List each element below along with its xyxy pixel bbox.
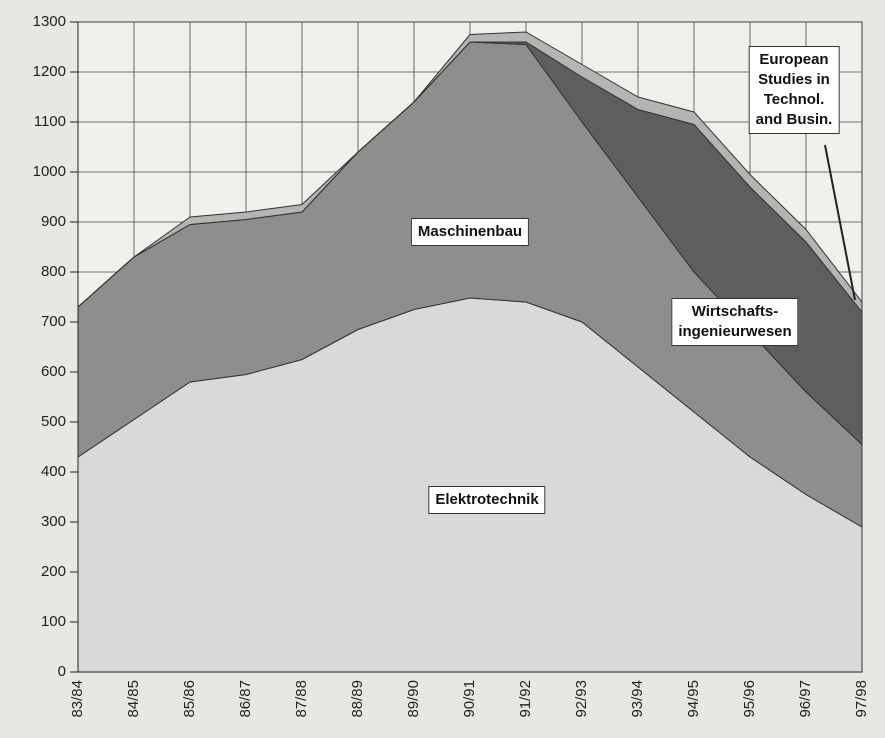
y-tick-label: 100	[41, 613, 66, 630]
x-tick-label: 88/89	[349, 680, 366, 718]
x-tick-label: 97/98	[853, 680, 870, 718]
series-label: European Studies in Technol. and Busin.	[748, 46, 840, 134]
y-tick-label: 1200	[33, 63, 66, 80]
x-tick-label: 95/96	[741, 680, 758, 718]
x-tick-label: 89/90	[405, 680, 422, 718]
x-tick-label: 87/88	[293, 680, 310, 718]
y-tick-label: 1100	[34, 113, 66, 130]
x-tick-label: 84/85	[125, 680, 142, 718]
series-label: Maschinenbau	[410, 218, 530, 246]
x-tick-label: 83/84	[69, 680, 86, 718]
x-tick-label: 86/87	[237, 680, 254, 718]
series-label: Wirtschafts- ingenieurwesen	[671, 298, 799, 346]
x-tick-label: 94/95	[685, 680, 702, 718]
x-tick-label: 85/86	[181, 680, 198, 718]
y-tick-label: 700	[41, 313, 66, 330]
y-tick-label: 1000	[33, 163, 66, 180]
pointer	[824, 144, 856, 301]
series-label: Elektrotechnik	[428, 486, 546, 514]
y-tick-label: 900	[41, 213, 66, 230]
y-tick-label: 500	[41, 413, 66, 430]
x-tick-label: 92/93	[573, 680, 590, 718]
y-tick-label: 800	[41, 263, 66, 280]
x-tick-label: 90/91	[461, 680, 478, 718]
y-tick-label: 200	[41, 563, 66, 580]
x-tick-label: 96/97	[797, 680, 814, 718]
y-tick-label: 300	[41, 513, 66, 530]
x-tick-label: 91/92	[517, 680, 534, 718]
y-tick-label: 1300	[33, 13, 66, 30]
y-tick-label: 0	[58, 663, 66, 680]
y-tick-label: 600	[41, 363, 66, 380]
x-tick-label: 93/94	[629, 680, 646, 718]
y-tick-label: 400	[41, 463, 66, 480]
area	[77, 31, 863, 314]
